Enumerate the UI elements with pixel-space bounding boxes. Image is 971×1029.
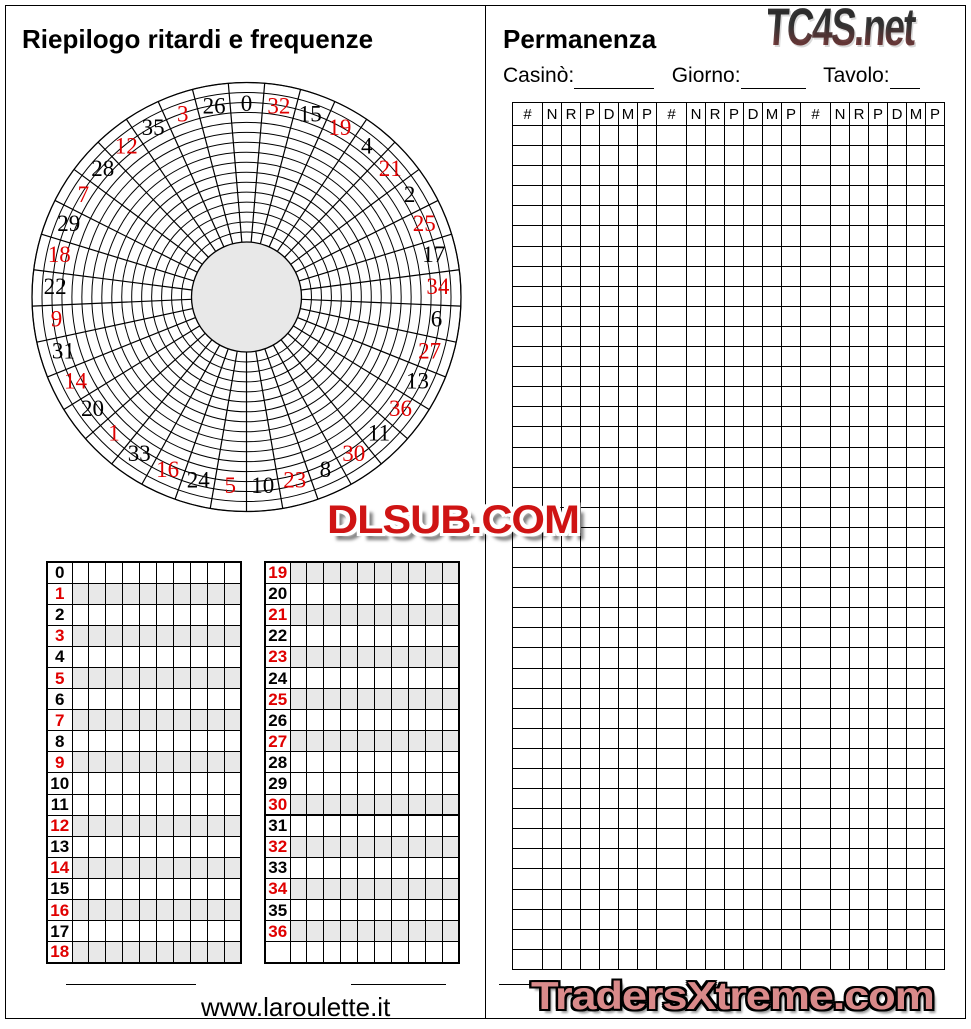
svg-text:20: 20 [81,396,104,421]
svg-text:0: 0 [241,91,253,116]
svg-text:5: 5 [225,473,237,498]
svg-text:31: 31 [52,338,75,363]
svg-text:11: 11 [368,421,390,446]
svg-text:22: 22 [44,274,67,299]
svg-text:3: 3 [177,102,189,127]
svg-text:33: 33 [128,441,151,466]
svg-text:2: 2 [404,182,416,207]
svg-text:32: 32 [267,94,290,119]
svg-text:14: 14 [64,368,88,393]
svg-text:8: 8 [320,457,332,482]
svg-text:10: 10 [251,473,274,498]
svg-text:19: 19 [328,115,351,140]
svg-text:23: 23 [283,468,306,493]
svg-text:1: 1 [108,421,120,446]
svg-text:28: 28 [91,156,114,181]
svg-text:16: 16 [156,457,179,482]
svg-text:29: 29 [57,211,80,236]
svg-text:4: 4 [361,133,373,158]
svg-text:24: 24 [187,468,211,493]
svg-text:26: 26 [203,94,226,119]
svg-text:18: 18 [48,242,71,267]
svg-text:36: 36 [389,396,412,421]
svg-text:21: 21 [379,156,402,181]
svg-text:25: 25 [413,211,436,236]
svg-text:7: 7 [78,182,90,207]
svg-text:35: 35 [142,115,165,140]
svg-text:34: 34 [426,274,450,299]
svg-text:12: 12 [115,133,138,158]
svg-text:15: 15 [299,102,322,127]
svg-text:6: 6 [431,307,443,332]
svg-text:17: 17 [422,242,445,267]
svg-text:9: 9 [51,307,63,332]
svg-text:13: 13 [406,368,429,393]
svg-text:27: 27 [418,338,441,363]
svg-text:30: 30 [342,441,365,466]
